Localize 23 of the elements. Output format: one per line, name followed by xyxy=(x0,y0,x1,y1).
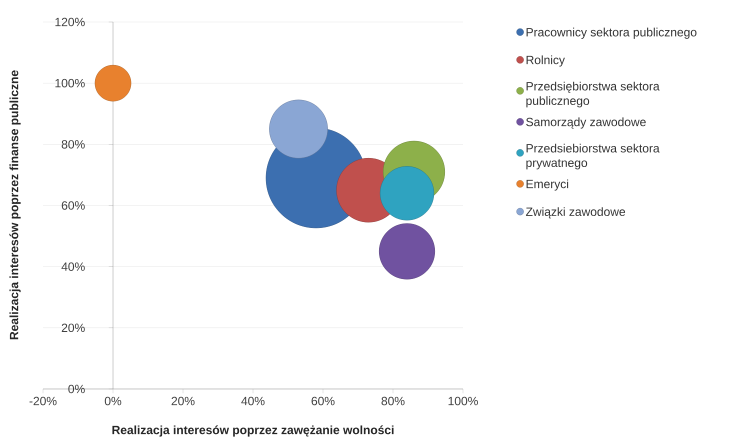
y-tick-label: 0% xyxy=(68,384,85,394)
y-tick-label: 120% xyxy=(55,18,85,26)
x-tick-label: 20% xyxy=(172,396,195,406)
x-tick-label: 80% xyxy=(382,396,405,406)
x-tick-label: -20% xyxy=(30,396,57,406)
x-tick-label: 0% xyxy=(104,396,122,406)
y-tick-label: 20% xyxy=(62,324,85,332)
x-axis-title: Realizacja interesów poprzez zawężanie wolności xyxy=(112,425,394,437)
legend-label: Pracownicy sektora publicznego xyxy=(526,28,696,39)
legend-label: Samorządy zawodowe xyxy=(526,117,646,129)
legend-label: Emeryci xyxy=(526,179,568,191)
y-tick-label: 40% xyxy=(61,262,85,271)
y-tick-label: 60% xyxy=(62,201,85,210)
x-tick-label: 100% xyxy=(448,396,478,406)
x-tick-label: 40% xyxy=(241,396,265,406)
legend-label: Przedsiębiorstwa sektora publicznego xyxy=(526,82,660,108)
y-axis-title: Realizacja interesów poprzez finanse publiczne xyxy=(9,70,21,340)
y-tick-label: 100% xyxy=(55,78,85,88)
legend-label: Rolnicy xyxy=(526,55,565,67)
legend-label: Związki zawodowe xyxy=(526,207,626,218)
x-tick-label: 60% xyxy=(312,396,335,406)
legend-label: Przedsiebiorstwa sektora prywatnego xyxy=(526,144,660,170)
y-tick-label: 80% xyxy=(62,140,85,149)
